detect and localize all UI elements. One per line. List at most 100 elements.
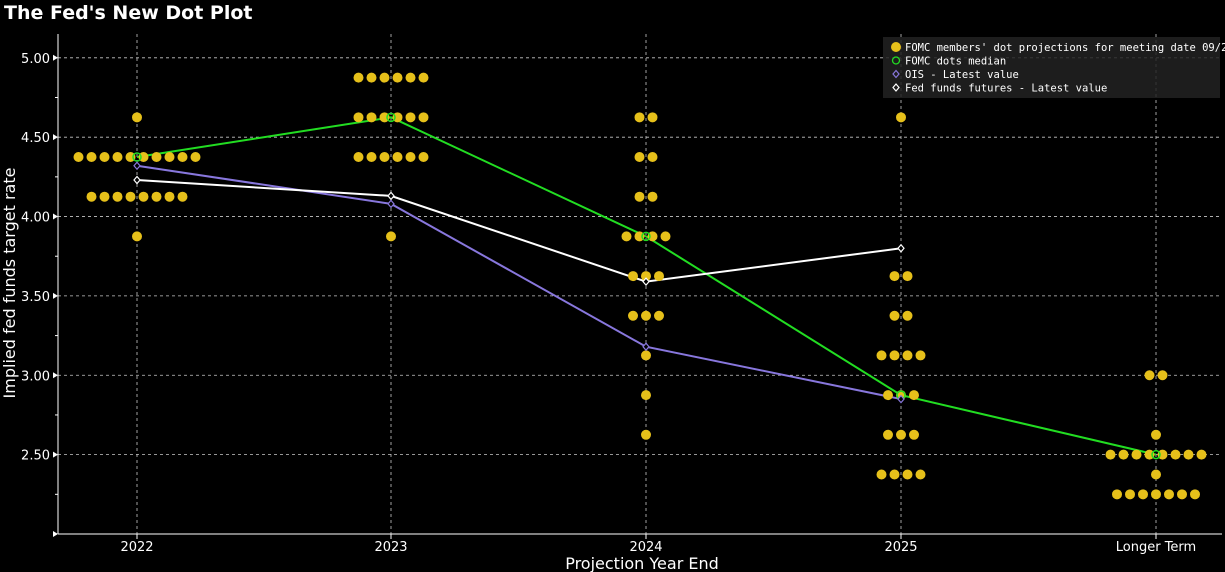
dot-projection	[392, 72, 403, 83]
y-tick-mark	[53, 213, 58, 220]
dot-projection	[634, 191, 645, 202]
dot-projection	[405, 152, 416, 163]
x-tick-label: 2022	[120, 540, 153, 555]
dot-projection	[634, 152, 645, 163]
dot-projection	[125, 191, 136, 202]
dot-projection	[889, 350, 900, 361]
dot-projection	[883, 390, 893, 401]
dot-projection	[1144, 370, 1155, 381]
y-tick-mark	[53, 134, 58, 141]
series-line	[136, 179, 902, 283]
dot-projection	[1164, 489, 1174, 500]
dot-projection	[628, 271, 638, 282]
y-tick-label: 4.00	[21, 211, 50, 226]
dot-projection	[876, 469, 887, 480]
series-marker	[897, 394, 905, 404]
dot-projection	[151, 152, 162, 163]
dot-projection	[86, 152, 97, 163]
y-tick-label: 4.50	[21, 131, 50, 146]
series-marker	[642, 342, 650, 352]
dot-projection	[379, 152, 390, 163]
median-marker	[132, 152, 142, 162]
dot-projection	[647, 152, 658, 163]
dot-projection	[647, 112, 658, 123]
dot-projection	[353, 72, 364, 83]
dot-projection	[660, 231, 671, 242]
dot-projection	[392, 152, 403, 163]
x-tick-label: 2023	[374, 540, 407, 555]
dot-projection	[379, 72, 390, 83]
dot-projection	[112, 152, 123, 163]
dot-projection	[99, 191, 110, 202]
x-tick-label: 2024	[629, 540, 662, 555]
dot-projection	[909, 390, 919, 401]
dot-projection	[902, 469, 913, 480]
dot-projection	[1151, 429, 1161, 440]
x-tick-label: 2025	[884, 540, 917, 555]
dot-projection	[112, 191, 123, 202]
dot-projection	[1131, 449, 1142, 460]
dot-projection	[915, 469, 926, 480]
dot-projection	[628, 310, 638, 321]
dot-projection	[418, 112, 429, 123]
y-tick-mark	[53, 451, 58, 458]
legend-box	[883, 37, 1220, 98]
dot-projection	[896, 429, 906, 440]
dot-projection	[654, 271, 664, 282]
dot-projection	[418, 72, 429, 83]
legend: FOMC members' dot projections for meetin…	[883, 37, 1225, 98]
series-marker	[133, 175, 141, 185]
y-tick-mark	[53, 531, 58, 537]
legend-label: Fed funds futures - Latest value	[905, 83, 1107, 95]
dot-projection	[896, 112, 906, 123]
dot-projection	[889, 310, 900, 321]
series-line	[136, 164, 902, 401]
dot-projection	[177, 191, 188, 202]
dot-projection	[641, 271, 651, 282]
grid-lines	[58, 34, 1222, 534]
dot-projection	[386, 231, 396, 242]
series-line	[136, 116, 1157, 456]
median-marker	[1151, 449, 1161, 460]
dot-projection	[876, 350, 887, 361]
legend-swatch	[892, 83, 900, 92]
dot-projection	[1190, 489, 1200, 500]
y-axis-title: Implied fed funds target rate	[0, 168, 19, 399]
dot-projection	[1151, 489, 1161, 500]
y-tick-label: 3.50	[21, 290, 50, 305]
dot-projection	[1125, 489, 1135, 500]
dot-projection	[151, 191, 162, 202]
dot-projection	[366, 112, 377, 123]
dot-projection	[1183, 449, 1194, 460]
dot-projection	[641, 310, 651, 321]
legend-label: FOMC members' dot projections for meetin…	[905, 42, 1225, 54]
dot-projection	[654, 310, 664, 321]
series-marker	[387, 199, 395, 209]
dot-projection	[366, 152, 377, 163]
dot-projection	[1196, 449, 1207, 460]
dot-projection	[138, 191, 149, 202]
legend-label: FOMC dots median	[905, 56, 1006, 68]
dot-projection	[177, 152, 188, 163]
dot-projection	[1157, 370, 1168, 381]
median-marker	[641, 231, 651, 242]
dot-projection	[353, 112, 364, 123]
y-tick-label: 2.50	[21, 449, 50, 464]
series-lines	[136, 116, 1157, 456]
dot-projection	[883, 429, 893, 440]
dot-projection	[634, 112, 645, 123]
series-marker	[642, 277, 650, 287]
x-tick-label: Longer Term	[1116, 540, 1196, 555]
chart-title: The Fed's New Dot Plot	[4, 2, 253, 24]
dot-projection	[1118, 449, 1129, 460]
series-markers	[132, 112, 1161, 460]
dot-projection	[164, 191, 175, 202]
dot-projection	[418, 152, 429, 163]
y-tick-label: 5.00	[21, 52, 50, 67]
dot-projection	[641, 429, 651, 440]
dot-projection	[99, 152, 110, 163]
dot-projection	[366, 72, 377, 83]
axes: 2.50 3.00 3.50 4.00 4.50 5.00 2022 2023 2024 2025…	[21, 34, 1222, 555]
dot-projection	[132, 231, 142, 242]
